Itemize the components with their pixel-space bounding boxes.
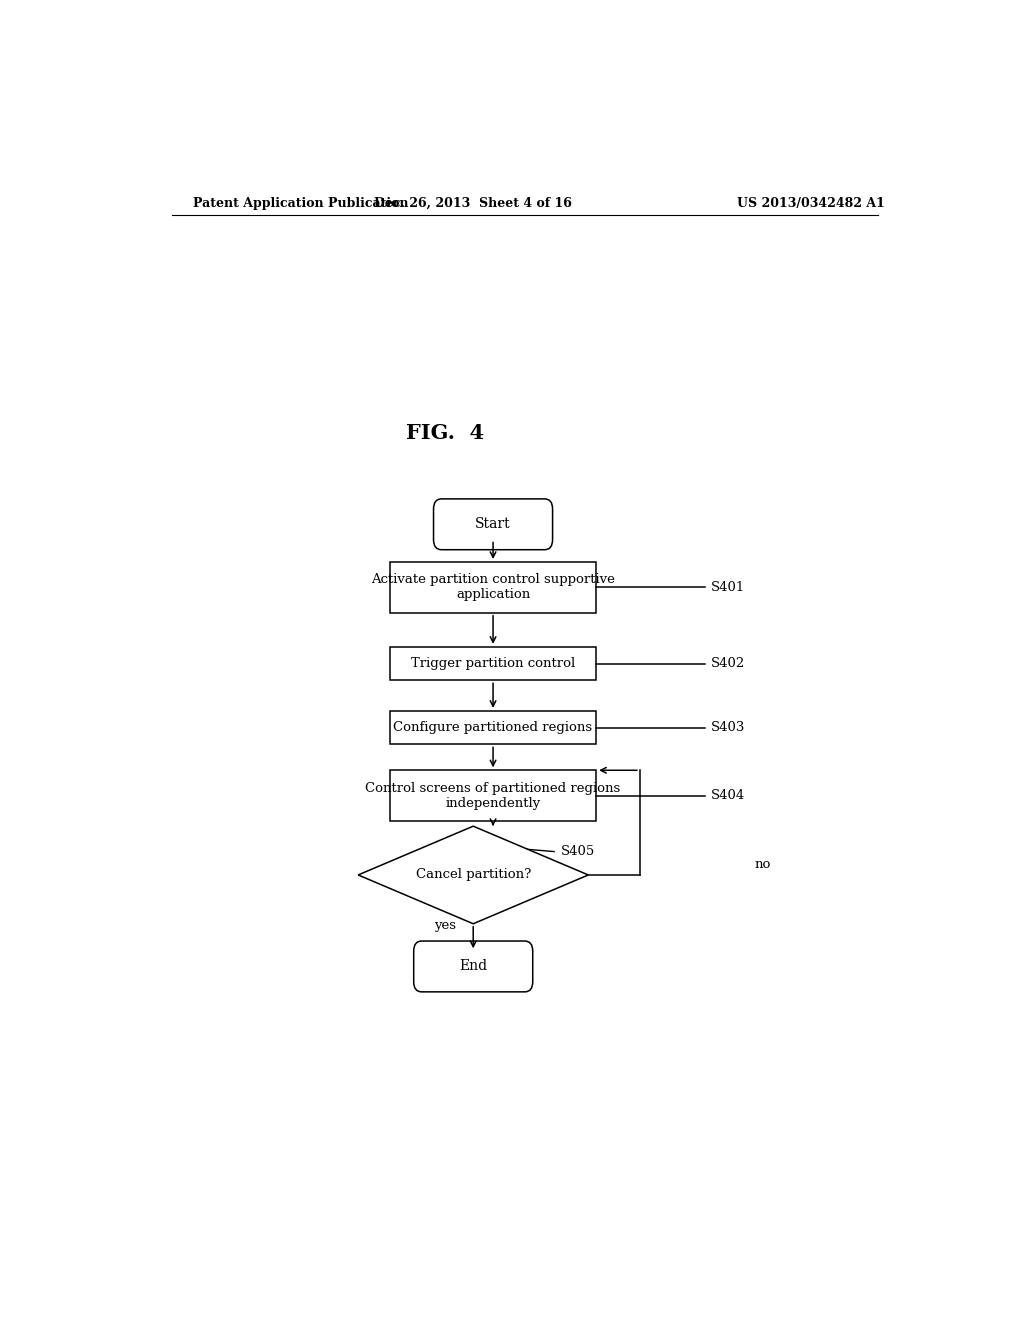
Text: S404: S404 (712, 789, 745, 803)
Text: Dec. 26, 2013  Sheet 4 of 16: Dec. 26, 2013 Sheet 4 of 16 (375, 197, 572, 210)
Bar (390, 647, 596, 680)
Text: S405: S405 (560, 845, 595, 858)
Text: US 2013/0342482 A1: US 2013/0342482 A1 (736, 197, 885, 210)
Text: Configure partitioned regions: Configure partitioned regions (393, 721, 593, 734)
Text: Patent Application Publication: Patent Application Publication (194, 197, 409, 210)
Text: End: End (459, 960, 487, 973)
Polygon shape (358, 826, 588, 924)
Bar (390, 771, 596, 821)
Text: Trigger partition control: Trigger partition control (411, 657, 575, 671)
Text: S401: S401 (712, 581, 745, 594)
Text: Activate partition control supportive
application: Activate partition control supportive ap… (371, 573, 615, 602)
Text: S403: S403 (712, 721, 745, 734)
Text: Cancel partition?: Cancel partition? (416, 869, 530, 882)
Text: S402: S402 (712, 657, 745, 671)
Text: yes: yes (434, 919, 457, 932)
Text: FIG.  4: FIG. 4 (407, 422, 484, 442)
FancyBboxPatch shape (414, 941, 532, 991)
Bar (390, 710, 596, 744)
Text: Start: Start (475, 517, 511, 532)
Text: Control screens of partitioned regions
independently: Control screens of partitioned regions i… (366, 781, 621, 809)
FancyBboxPatch shape (433, 499, 553, 549)
Text: no: no (755, 858, 771, 871)
Bar (390, 562, 596, 612)
